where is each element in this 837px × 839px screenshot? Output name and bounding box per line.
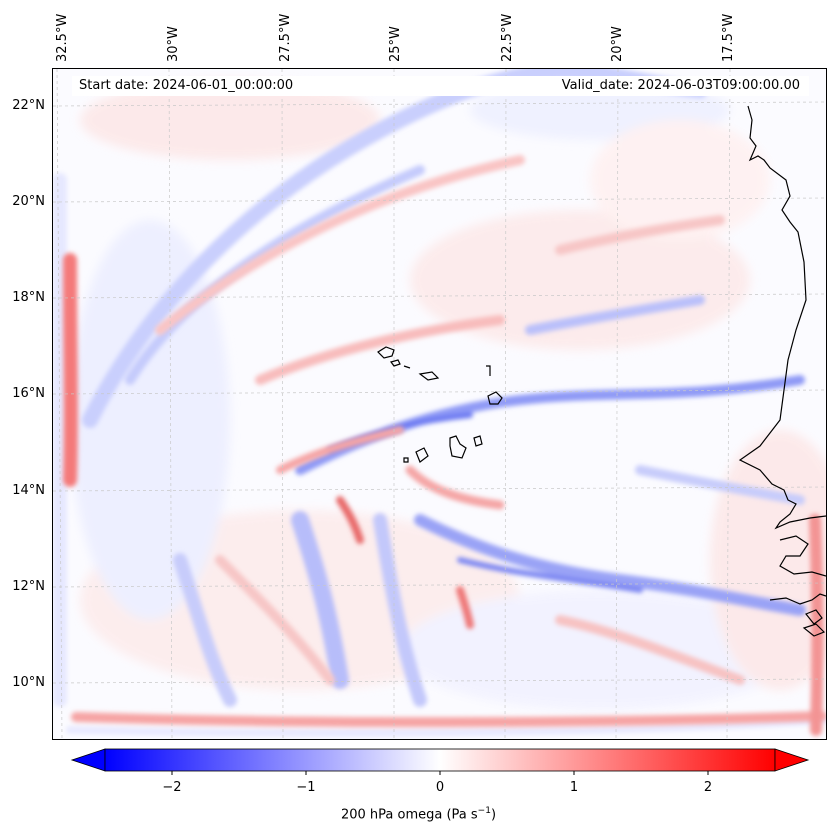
- colorbar-tick-0: 0: [435, 780, 445, 795]
- start-date-label: Start date: 2024-06-01_00:00:00: [79, 78, 294, 93]
- lat-label-20n: 20°N: [12, 194, 45, 209]
- map-frame: [52, 68, 827, 740]
- lat-label-12n: 12°N: [12, 579, 45, 594]
- gridlines: [53, 69, 826, 739]
- omega-field: [53, 69, 826, 739]
- colorbar-title-prefix: 200 hPa omega (Pa s: [340, 807, 478, 823]
- lon-label-20w: 20°W: [610, 26, 625, 62]
- colorbar-extend-max: [774, 748, 810, 772]
- coastlines: [377, 105, 826, 637]
- colorbar: [70, 748, 810, 775]
- lon-label-27-5w: 27.5°W: [278, 13, 293, 62]
- colorbar-tick-1: 1: [569, 780, 579, 795]
- valid-date-label: Valid_date: 2024-06-03T09:00:00.00: [561, 78, 800, 93]
- colorbar-title-suffix: ): [490, 807, 497, 823]
- lat-label-16n: 16°N: [12, 386, 45, 401]
- lat-label-22n: 22°N: [12, 98, 45, 113]
- colorbar-gradient: [104, 748, 776, 772]
- colorbar-title-exponent: −1: [477, 806, 491, 816]
- lat-label-14n: 14°N: [12, 483, 45, 498]
- lat-label-10n: 10°N: [12, 675, 45, 690]
- lat-label-18n: 18°N: [12, 290, 45, 305]
- header-box: [72, 76, 809, 96]
- colorbar-tick-minus2: −2: [162, 780, 182, 795]
- colorbar-tick-minus1: −1: [296, 780, 316, 795]
- lon-label-30w: 30°W: [166, 26, 181, 62]
- colorbar-extend-min: [70, 748, 106, 772]
- lon-label-25w: 25°W: [388, 26, 403, 62]
- lon-label-17-5w: 17.5°W: [721, 13, 736, 62]
- colorbar-title: 200 hPa omega (Pa s−1): [0, 806, 837, 822]
- colorbar-tick-2: 2: [703, 780, 713, 795]
- lon-label-32-5w: 32.5°W: [55, 13, 70, 62]
- lon-label-22-5w: 22.5°W: [500, 13, 515, 62]
